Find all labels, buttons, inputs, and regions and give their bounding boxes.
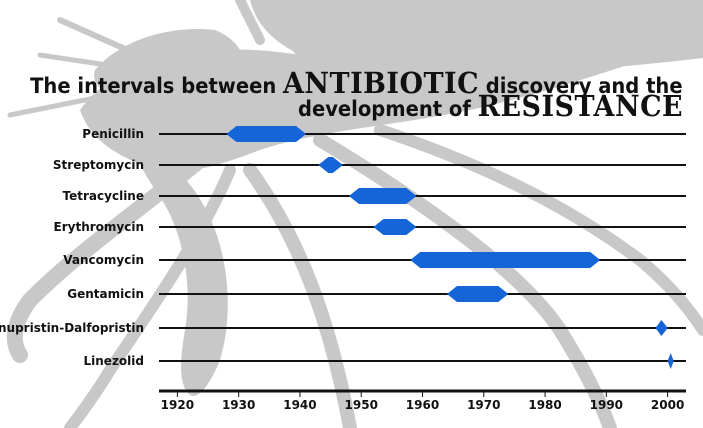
title-emphasis-antibiotic: ANTIBIOTIC [283, 66, 480, 100]
drug-label: Quinupristin-Dalfopristin [0, 321, 144, 335]
interval-bar [373, 219, 417, 235]
drug-row: Tetracycline [63, 188, 686, 204]
drug-label: Gentamicin [67, 287, 144, 301]
drug-row: Erythromycin [54, 219, 686, 235]
x-tick-label: 1960 [406, 398, 439, 412]
timeline-rows: Penicillin Streptomycin Tetracycline Erythr… [0, 126, 686, 369]
x-tick-label: 1990 [590, 398, 623, 412]
x-tick-label: 1940 [283, 398, 316, 412]
drug-row: Streptomycin [53, 157, 686, 173]
mosquito-antennae [7, 17, 153, 118]
title-emphasis-resistance: RESISTANCE [477, 89, 683, 123]
x-tick-label: 1980 [528, 398, 561, 412]
drug-row: Gentamicin [67, 286, 686, 302]
interval-bar [410, 252, 601, 268]
interval-bar [348, 188, 417, 204]
x-tick-label: 1930 [222, 398, 255, 412]
interval-bar [318, 157, 343, 173]
chart-title-line-1: The intervals between ANTIBIOTIC discove… [30, 66, 683, 100]
drug-row: Linezolid [84, 353, 686, 369]
x-tick-label: 1950 [345, 398, 378, 412]
x-tick-label: 1920 [161, 398, 194, 412]
drug-label: Erythromycin [54, 220, 144, 234]
drug-label: Streptomycin [53, 158, 144, 172]
chart-title-line-2: development of RESISTANCE [297, 89, 683, 123]
x-tick-label: 2000 [651, 398, 684, 412]
interval-bar [447, 286, 509, 302]
drug-label: Penicillin [82, 127, 144, 141]
drug-row: Vancomycin [63, 252, 686, 268]
interval-bar [655, 320, 668, 336]
drug-row: Penicillin [82, 126, 686, 142]
drug-row: Quinupristin-Dalfopristin [0, 320, 686, 336]
time-axis: 1920 1930 1940 1950 1960 1970 1980 1990 2000 [159, 389, 686, 412]
x-tick-label: 1970 [467, 398, 500, 412]
drug-label: Vancomycin [63, 253, 144, 267]
interval-bar [667, 353, 674, 369]
interval-bar [226, 126, 307, 142]
drug-label: Linezolid [84, 354, 145, 368]
drug-label: Tetracycline [63, 189, 144, 203]
